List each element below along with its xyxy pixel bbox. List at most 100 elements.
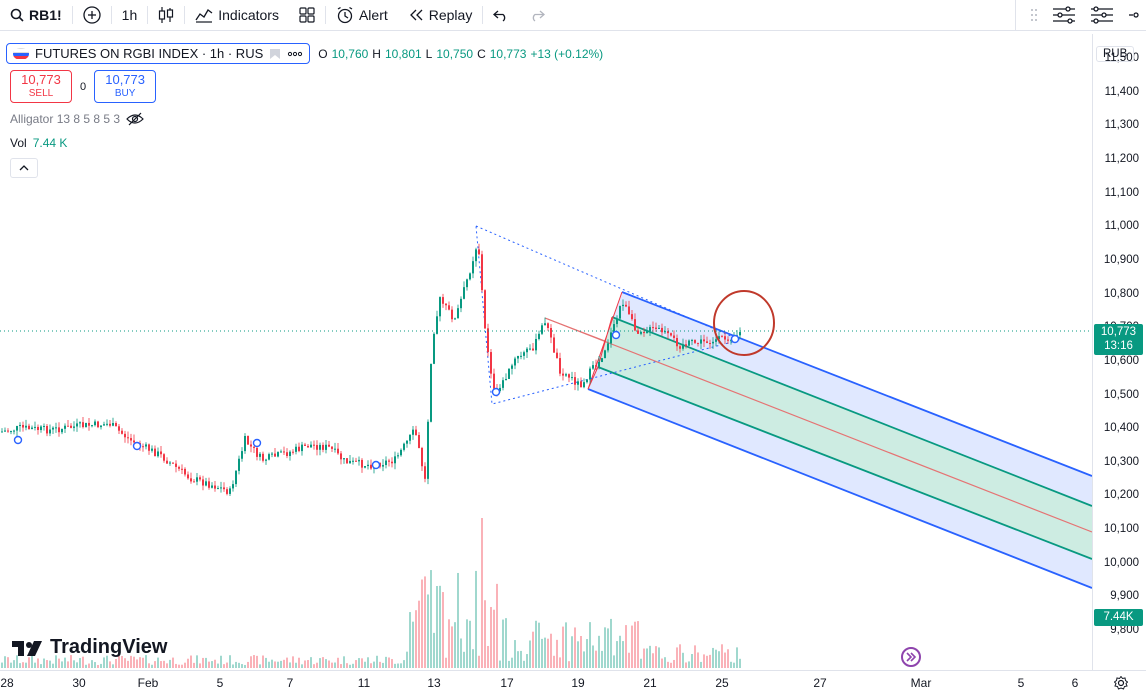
sell-button[interactable]: 10,773 SELL [10,70,72,103]
alligator-legend[interactable]: Alligator 13 8 5 8 5 3 [10,112,144,126]
redo-button[interactable] [519,0,555,30]
candle-body [148,444,150,451]
candle-body [322,444,324,450]
candle-body [550,327,552,338]
compare-button[interactable] [73,0,111,30]
volume-bar [343,656,345,668]
volume-bar [52,663,54,668]
volume-bar [337,657,339,668]
signal-marker [371,460,381,470]
scroll-to-realtime-button[interactable] [901,647,921,667]
candle-body [517,355,519,359]
pitchfork-inner-channel[interactable] [598,317,1092,559]
candle-body [217,488,219,490]
collapse-legend-button[interactable] [10,158,38,178]
time-axis[interactable]: 28 30 Feb 5 7 11 13 17 19 21 25 27 Mar 5 6 [0,670,1146,695]
replay-button[interactable]: Replay [398,0,483,30]
undo-button[interactable] [483,0,519,30]
volume-bar [448,619,450,668]
volume-bar [700,661,702,668]
pitchfork-median-line[interactable] [544,317,1092,533]
signal-marker [730,334,740,344]
buy-button[interactable]: 10,773 BUY [94,70,157,103]
volume-bar [439,585,441,668]
candle-body [718,336,720,340]
candle-body [688,340,690,346]
interval-button[interactable]: 1h [112,0,148,30]
drag-handle-icon[interactable] [1030,7,1038,23]
pitchfork-lower-line[interactable] [587,388,1092,589]
more-icon[interactable] [1128,5,1140,25]
price-chart[interactable] [0,34,1092,670]
volume-bar [547,638,549,668]
indicators-button[interactable]: Indicators [185,0,289,30]
candle-body [634,319,636,331]
tradingview-logo[interactable]: TradingView [12,636,167,659]
candle-body [382,465,384,467]
pitchfork-upper-line[interactable] [621,291,1092,477]
symbol-search[interactable]: RB1! [0,0,72,30]
price-tick-label: 10,400 [1103,422,1139,435]
more-dots-icon[interactable] [287,51,303,57]
volume-bar [418,600,420,668]
candle-body [475,249,477,262]
volume-bar [220,655,222,668]
last-price-value: 10,773 [1100,326,1137,338]
highlight-circle[interactable] [713,290,775,356]
volume-bar [136,659,138,668]
symbol-legend[interactable]: FUTURES ON RGBI INDEX · 1h · RUS [6,43,311,64]
candle-body [25,425,27,428]
volume-bar [301,664,303,668]
candle-body [325,444,327,450]
settings-gear-icon[interactable] [1114,676,1128,690]
triangle-pattern[interactable] [475,225,742,405]
volume-bar [460,638,462,668]
candle-body [391,461,393,464]
candle-body [646,331,648,334]
candle-body [310,444,312,448]
tradingview-logo-icon [12,640,42,656]
volume-bar [565,622,567,668]
candle-body [241,451,243,459]
pitchfork-pivot-triangle[interactable] [587,291,623,390]
volume-bar [184,662,186,668]
volume-bar [499,660,501,668]
volume-bar [727,649,729,668]
pitchfork-handle[interactable] [544,317,606,342]
currency-selector[interactable]: RUB [1096,46,1135,62]
eye-hidden-icon[interactable] [126,112,144,126]
flag-marker-icon[interactable] [269,48,281,60]
candle-body [106,423,108,425]
ohlc-values: O 10,760 H 10,801 L 10,750 C 10,773 +13 (+0.… [318,47,603,61]
pitchfork-inner-lower-line[interactable] [597,366,1092,560]
volume-bar [34,662,36,668]
alert-label: Alert [358,7,388,23]
alert-button[interactable]: Alert [326,0,398,30]
volume-bar [613,655,615,668]
volume-bar [286,657,288,668]
candle-body [76,423,78,427]
chart-type-button[interactable] [148,0,184,30]
candle-body [133,440,135,443]
volume-bar [628,652,630,668]
volume-bar [190,655,192,668]
candle-body [142,446,144,448]
candle-body [664,331,666,333]
time-tick-label: 17 [500,676,514,690]
candle-body [424,466,426,479]
volume-bar [112,664,114,668]
pitchfork-inner-upper-line[interactable] [611,316,1092,507]
settings-sliders-icon[interactable] [1090,5,1114,25]
volume-legend[interactable]: Vol 7.44 K [10,136,67,150]
volume-bar [526,654,528,668]
candle-body [184,468,186,475]
time-tick-label: Feb [137,676,159,690]
object-tree-icon[interactable] [1052,5,1076,25]
candle-body [436,316,438,334]
candle-body [346,458,348,464]
layouts-button[interactable] [289,0,325,30]
time-tick-label: 13 [427,676,441,690]
candle-body [628,306,630,315]
volume-bar [685,662,687,668]
volume-bar [373,661,375,668]
